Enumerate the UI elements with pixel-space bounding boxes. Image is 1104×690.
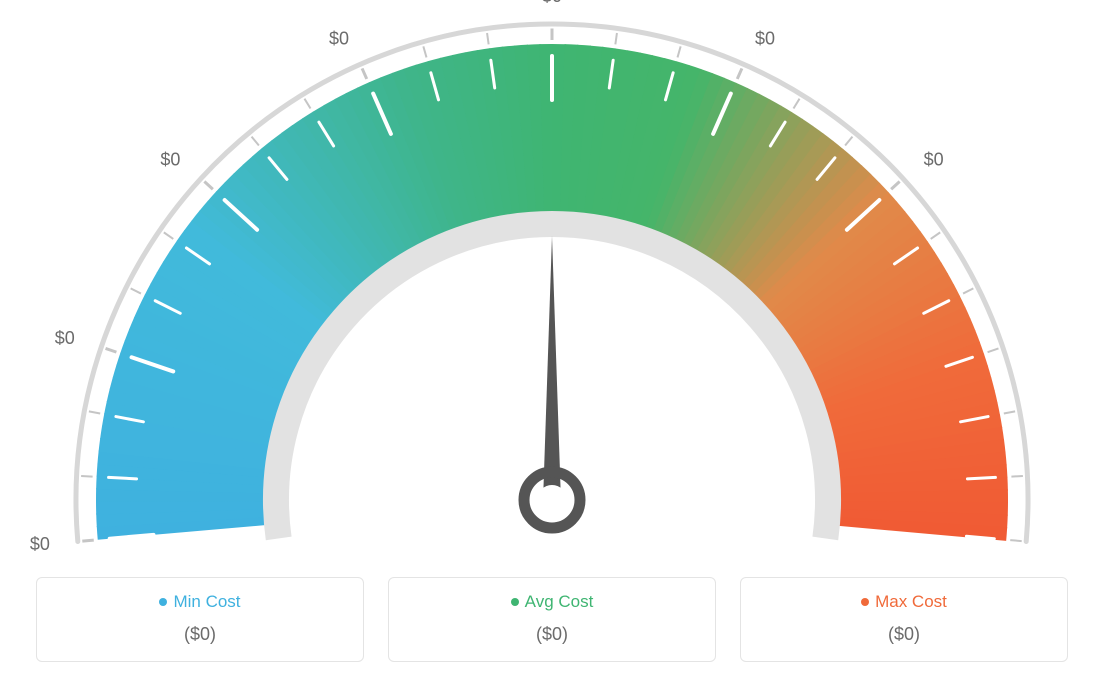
gauge-svg: $0 $0 $0 $0 $0 $0 $0 — [0, 0, 1104, 560]
legend-row: Min Cost ($0) Avg Cost ($0) Max Cost ($0… — [36, 577, 1068, 662]
legend-label-avg: Avg Cost — [525, 592, 594, 611]
gauge-chart-container: $0 $0 $0 $0 $0 $0 $0 Min Cost ($0) Avg Cost ($… — [0, 0, 1104, 690]
legend-title-min: Min Cost — [47, 592, 353, 612]
legend-label-min: Min Cost — [173, 592, 240, 611]
legend-value-avg: ($0) — [399, 624, 705, 645]
gauge-area: $0 $0 $0 $0 $0 $0 $0 — [0, 0, 1104, 560]
legend-value-max: ($0) — [751, 624, 1057, 645]
gauge-tick-label: $0 — [55, 328, 75, 348]
legend-value-min: ($0) — [47, 624, 353, 645]
legend-title-max: Max Cost — [751, 592, 1057, 612]
gauge-tick-label: $0 — [755, 29, 775, 49]
legend-card-min: Min Cost ($0) — [36, 577, 364, 662]
legend-dot-min — [159, 598, 167, 606]
gauge-tick-label: $0 — [329, 29, 349, 49]
gauge-tick-label: $0 — [30, 534, 50, 554]
gauge-tick-label: $0 — [542, 0, 562, 6]
legend-card-max: Max Cost ($0) — [740, 577, 1068, 662]
legend-dot-max — [861, 598, 869, 606]
gauge-tick-label: $0 — [924, 150, 944, 170]
legend-card-avg: Avg Cost ($0) — [388, 577, 716, 662]
gauge-tick-label: $0 — [160, 150, 180, 170]
legend-dot-avg — [511, 598, 519, 606]
legend-title-avg: Avg Cost — [399, 592, 705, 612]
legend-label-max: Max Cost — [875, 592, 947, 611]
